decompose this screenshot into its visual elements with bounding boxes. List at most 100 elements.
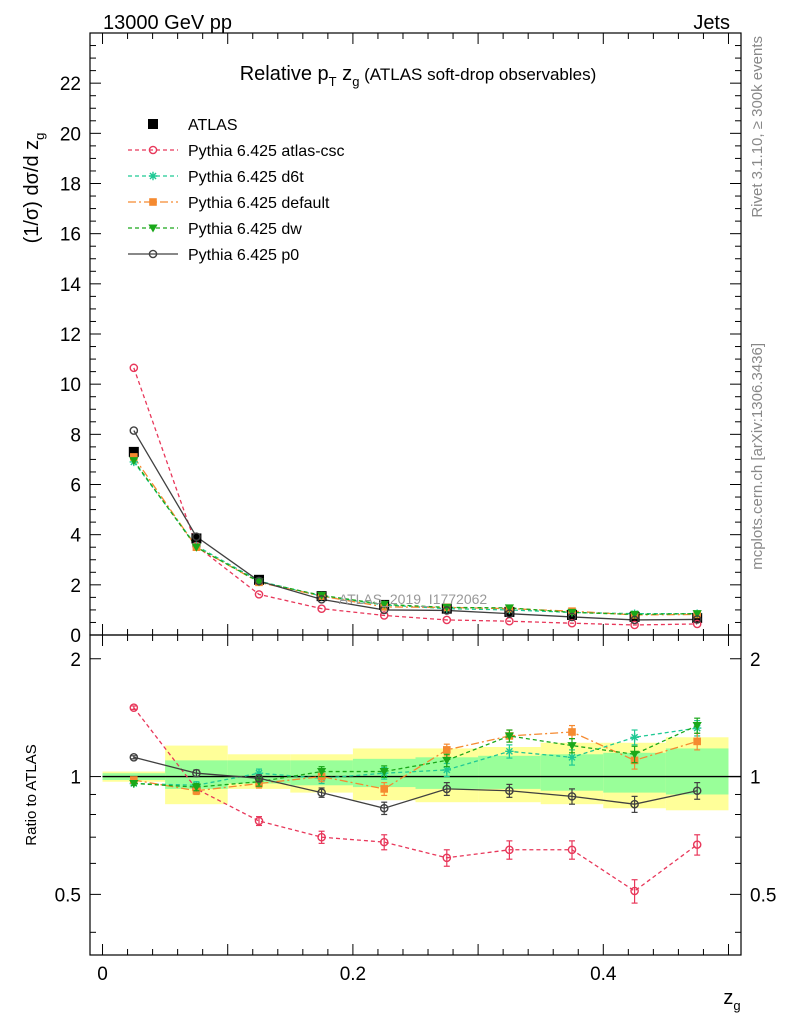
data-point-atlas_csc — [442, 615, 452, 625]
ratio-point-p0 — [630, 799, 639, 809]
x-tick-label: 0.2 — [340, 964, 366, 985]
data-point-default — [130, 453, 138, 461]
x-tick-label: 0.4 — [590, 964, 617, 985]
ratio-point-atlas_csc — [317, 832, 326, 842]
legend-label-atlas_csc: Pythia 6.425 atlas-csc — [188, 143, 345, 160]
ratio-point-dw — [191, 783, 202, 792]
ratio-point-dw — [692, 722, 702, 731]
series-line-p0 — [133, 430, 698, 621]
legend-label-d6t: Pythia 6.425 d6t — [188, 169, 304, 186]
ratio-point-p0 — [317, 788, 326, 797]
ratio-y-tick-label: 0.5 — [55, 885, 81, 906]
legend-label-p0: Pythia 6.425 p0 — [188, 247, 299, 264]
header-left: 13000 GeV pp — [103, 12, 232, 34]
data-point-atlas — [191, 533, 202, 544]
legend-label-ATLAS: ATLAS — [188, 117, 238, 134]
y-tick-label: 14 — [60, 275, 82, 296]
data-point-dw — [442, 603, 452, 612]
y-tick-label: 4 — [70, 526, 81, 547]
y-tick-label: 2 — [70, 576, 81, 597]
ratio-point-atlas_csc — [379, 837, 389, 847]
data-point-atlas_csc — [692, 619, 702, 629]
ratio-point-p0 — [254, 773, 264, 783]
data-point-p0 — [379, 605, 389, 615]
mcplots-label: mcplots.cern.ch [arXiv:1306.3436] — [749, 343, 766, 570]
data-point-dw — [504, 604, 514, 613]
ratio-point-atlas_csc — [505, 845, 514, 855]
ratio-point-atlas_csc — [567, 845, 577, 855]
legend-marker-p0 — [148, 249, 158, 259]
data-point-p0 — [692, 615, 702, 624]
legend-label-dw: Pythia 6.425 dw — [188, 221, 302, 238]
ratio-point-d6t — [505, 747, 514, 756]
ratio-point-dw — [629, 750, 640, 759]
y-tick-label: 0 — [70, 626, 81, 647]
legend-marker-ATLAS — [148, 119, 158, 129]
ratio-point-p0 — [692, 786, 702, 796]
y-tick-label: 8 — [70, 425, 81, 446]
legend: ATLAS Pythia 6.425 atlas-csc Pythia 6.425 … — [128, 117, 345, 264]
chart-title: Relative pT zg (ATLAS soft-drop observab… — [240, 63, 597, 89]
ratio-point-default — [380, 785, 389, 793]
y-axis-label: (1/σ) dσ/d zg — [21, 133, 47, 244]
data-point-p0 — [505, 609, 514, 618]
data-point-p0 — [442, 606, 452, 615]
ratio-y-tick-label: 2 — [70, 650, 81, 671]
ratio-point-dw — [504, 732, 514, 741]
watermark: ATLAS_2019_I1772062 — [339, 591, 488, 607]
rivet-label: Rivet 3.1.10, ≥ 300k events — [749, 36, 766, 218]
ratio-point-d6t — [442, 765, 451, 775]
data-point-dw — [129, 457, 139, 466]
ratio-point-p0 — [567, 792, 577, 801]
ratio-point-d6t — [567, 753, 577, 762]
ratio-plot-frame — [89, 634, 742, 956]
legend-marker-default — [149, 198, 157, 206]
data-point-atlas_csc — [317, 604, 326, 613]
ratio-point-p0 — [192, 768, 201, 778]
data-point-p0 — [567, 612, 577, 622]
data-point-atlas_csc — [567, 618, 577, 628]
ratio-point-p0 — [442, 784, 452, 794]
data-point-dw — [692, 610, 702, 619]
data-point-p0 — [192, 532, 201, 541]
data-point-dw — [254, 578, 264, 587]
ratio-point-d6t — [630, 733, 639, 742]
ratio-point-default — [130, 776, 138, 784]
ratio-point-d6t — [254, 769, 264, 778]
data-point-atlas_csc — [630, 620, 639, 630]
y-tick-label: 16 — [60, 225, 81, 246]
ratio-point-dw — [567, 742, 577, 751]
legend-marker-d6t — [148, 171, 158, 181]
ratio-point-atlas_csc — [442, 853, 452, 863]
x-tick-label: 0 — [97, 964, 108, 985]
uncertainty-band-stat — [478, 755, 541, 789]
legend-marker-dw — [148, 224, 158, 233]
data-point-p0 — [254, 576, 264, 586]
data-point-dw — [191, 543, 202, 552]
series-line-d6t — [133, 461, 698, 615]
ratio-point-dw — [442, 756, 452, 765]
ratio-line-dw — [133, 724, 698, 788]
y-tick-label: 6 — [70, 476, 81, 497]
data-point-p0 — [129, 426, 139, 435]
ratio-line-d6t — [133, 727, 698, 786]
legend-marker-atlas_csc — [148, 145, 158, 155]
ratio-point-default — [442, 746, 451, 754]
ratio-point-p0 — [505, 786, 514, 796]
ratio-line-atlas_csc — [133, 707, 698, 892]
series-line-dw — [133, 460, 698, 616]
ratio-point-default — [568, 728, 576, 736]
y-tick-label: 20 — [60, 124, 81, 145]
ratio-point-atlas_csc — [630, 886, 639, 896]
ratio-point-dw — [379, 768, 389, 777]
ratio-point-dw — [317, 768, 327, 777]
ratio-point-atlas_csc — [692, 840, 702, 849]
ratio-y-tick-label-right: 2 — [750, 650, 761, 671]
header-right: Jets — [693, 12, 730, 34]
y-tick-label: 12 — [60, 325, 81, 346]
y-tick-label: 18 — [60, 175, 81, 196]
ratio-line-p0 — [133, 756, 698, 809]
y-tick-label: 10 — [60, 375, 81, 396]
data-point-dw — [379, 600, 389, 609]
